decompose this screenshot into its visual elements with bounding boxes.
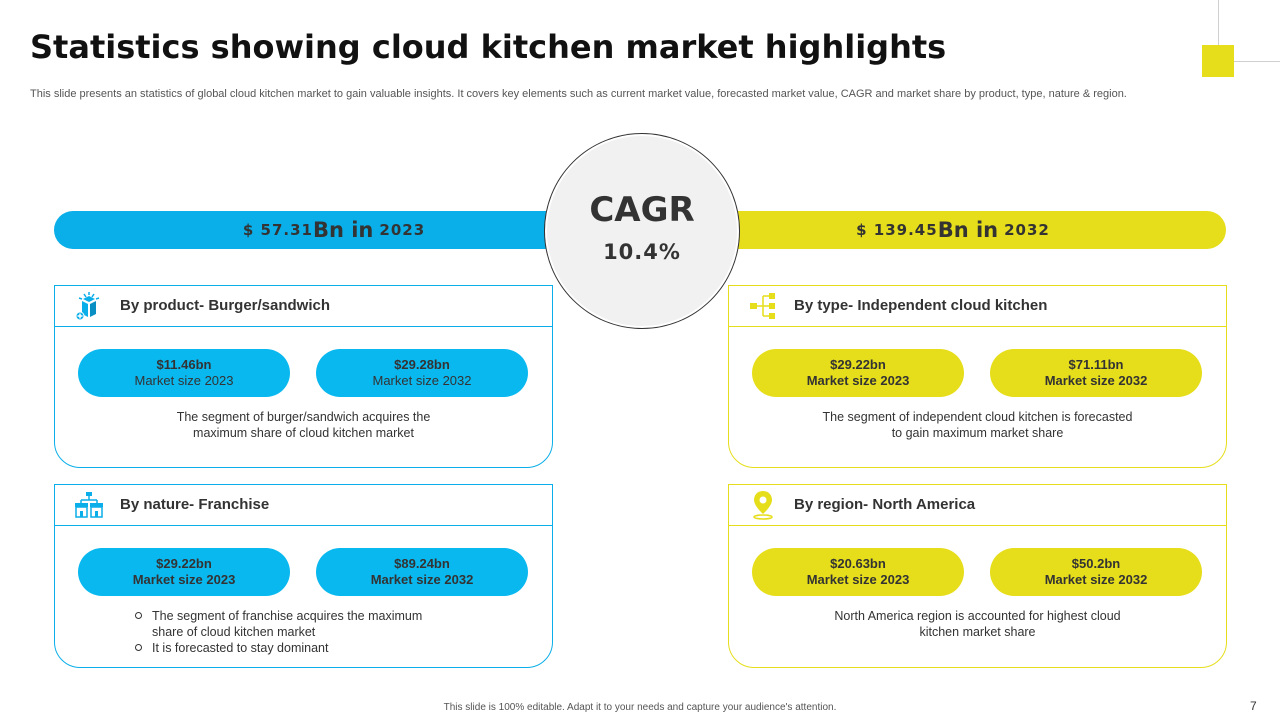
bullet-item: The segment of franchise acquires the ma… (135, 608, 422, 640)
market-size-2032-pill: $50.2bn Market size 2032 (990, 548, 1202, 596)
pill-label: Market size 2023 (806, 373, 910, 388)
card-description: The segment of burger/sandwich acquires … (55, 409, 552, 441)
description-line: maximum share of cloud kitchen market (193, 426, 414, 440)
card-header: By product- Burger/sandwich (55, 286, 552, 327)
page-subtitle: This slide presents an statistics of glo… (30, 88, 1127, 100)
bullet-text: It is forecasted to stay dominant (152, 641, 329, 655)
box-icon (75, 292, 100, 321)
market-size-2032-pill: $71.11bn Market size 2032 (990, 349, 1202, 397)
market-size-2023-pill: $29.22bn Market size 2023 (78, 548, 290, 596)
card-header: By nature- Franchise (55, 485, 552, 526)
pill-label: Market size 2032 (1044, 373, 1148, 388)
market-size-2032-pill: $29.28bn Market size 2032 (316, 349, 528, 397)
card-bullet-list: The segment of franchise acquires the ma… (135, 608, 422, 656)
pill-value: $11.46bn (156, 357, 212, 372)
bullet-circle-icon (135, 612, 142, 619)
pill-label: Market size 2023 (132, 572, 236, 587)
pill-label: Market size 2023 (134, 373, 234, 388)
market-value-2023-amount: $ 57.31 (242, 221, 313, 239)
card-title: By product- Burger/sandwich (120, 297, 331, 314)
market-size-2023-pill: $20.63bn Market size 2023 (752, 548, 964, 596)
bullet-text: share of cloud kitchen market (152, 625, 316, 639)
pill-value: $29.22bn (156, 556, 212, 571)
bullet-circle-icon (135, 644, 142, 651)
bullet-text: The segment of franchise acquires the ma… (152, 609, 423, 623)
cagr-value: 10.4% (603, 240, 681, 264)
market-value-2032-amount: $ 139.45 (856, 221, 938, 239)
card-title: By region- North America (794, 496, 976, 513)
card-description: The segment of independent cloud kitchen… (729, 409, 1226, 441)
footer-note: This slide is 100% editable. Adapt it to… (443, 702, 837, 713)
card-header: By region- North America (729, 485, 1226, 526)
market-value-2032-unit: Bn in (937, 218, 999, 242)
type-card: By type- Independent cloud kitchen $29.2… (728, 285, 1227, 468)
market-size-2023-pill: $11.46bn Market size 2023 (78, 349, 290, 397)
bullet-item: It is forecasted to stay dominant (135, 640, 422, 656)
region-card: By region- North America $20.63bn Market… (728, 484, 1227, 668)
pill-value: $50.2bn (1071, 556, 1121, 571)
pill-label: Market size 2032 (370, 572, 474, 587)
pill-label: Market size 2023 (806, 572, 910, 587)
market-value-2023-unit: Bn in (312, 218, 374, 242)
market-value-2023-year: 2023 (379, 221, 426, 239)
market-value-2023-bar: $ 57.31 Bn in 2023 (54, 211, 614, 249)
pill-label: Market size 2032 (372, 373, 472, 388)
page-number: 7 (1250, 699, 1257, 713)
pill-value: $29.28bn (394, 357, 450, 372)
decorative-square (1202, 45, 1234, 77)
description-line: The segment of burger/sandwich acquires … (176, 410, 431, 424)
cagr-label: CAGR (589, 190, 695, 230)
market-size-2023-pill: $29.22bn Market size 2023 (752, 349, 964, 397)
nature-card: By nature- Franchise $29.22bn Market siz… (54, 484, 553, 668)
page-title: Statistics showing cloud kitchen market … (30, 28, 947, 66)
description-line: kitchen market share (919, 625, 1036, 639)
description-line: North America region is accounted for hi… (834, 609, 1121, 623)
location-pin-icon (753, 491, 773, 520)
market-value-2032-year: 2032 (1004, 221, 1050, 239)
franchise-stores-icon (75, 492, 103, 518)
product-card: By product- Burger/sandwich $11.46bn Mar… (54, 285, 553, 468)
pill-value: $20.63bn (830, 556, 886, 571)
cagr-circle: CAGR 10.4% (545, 134, 739, 328)
card-title: By nature- Franchise (120, 496, 270, 513)
market-value-2032-bar: $ 139.45 Bn in 2032 (680, 211, 1226, 249)
description-line: The segment of independent cloud kitchen… (822, 410, 1133, 424)
market-size-2032-pill: $89.24bn Market size 2032 (316, 548, 528, 596)
pill-value: $89.24bn (394, 556, 450, 571)
hierarchy-icon (750, 293, 775, 319)
card-description: North America region is accounted for hi… (729, 608, 1226, 640)
card-header: By type- Independent cloud kitchen (729, 286, 1226, 327)
description-line: to gain maximum market share (891, 426, 1064, 440)
pill-value: $71.11bn (1068, 357, 1124, 372)
pill-value: $29.22bn (830, 357, 886, 372)
decorative-line (1218, 0, 1219, 62)
card-title: By type- Independent cloud kitchen (794, 297, 1048, 314)
decorative-line (1234, 61, 1280, 62)
pill-label: Market size 2032 (1044, 572, 1148, 587)
